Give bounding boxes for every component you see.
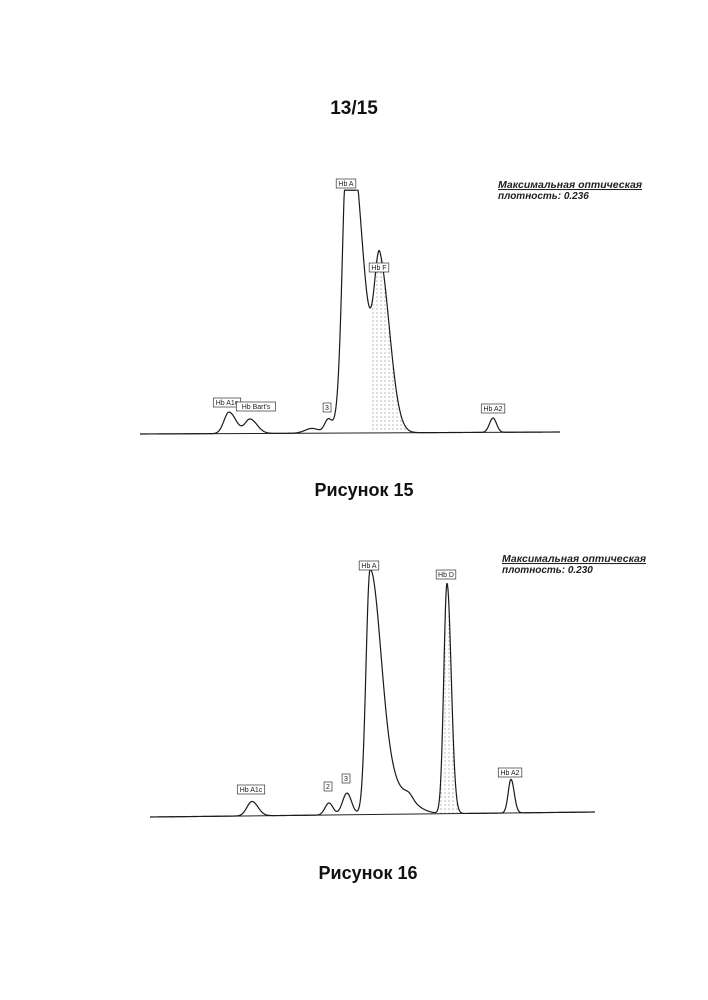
peak-label-text: Hb A1c xyxy=(216,400,239,407)
peak-label: Hb A2 xyxy=(498,768,522,777)
od-value: плотность: 0.236 xyxy=(498,191,589,202)
peak-label: Hb D xyxy=(436,570,456,579)
peak-label-text: 3 xyxy=(344,776,348,783)
peak-label: Hb A xyxy=(359,561,379,570)
peak-label: 2 xyxy=(324,782,332,791)
peak-label: Hb A2 xyxy=(481,404,505,413)
peak-label-text: Hb A xyxy=(338,181,354,188)
peak-label-text: Hb D xyxy=(438,572,454,579)
peak-label: Hb F xyxy=(369,263,389,272)
figure-caption-16: Рисунок 16 xyxy=(14,863,708,884)
od-value: плотность: 0.230 xyxy=(502,565,593,576)
peak-label-text: Hb A2 xyxy=(500,770,519,777)
peak-label: Hb A1c xyxy=(237,785,264,794)
peak-label-text: Hb Bart's xyxy=(242,404,271,411)
peak-label: Hb Bart's xyxy=(236,402,275,411)
peak-label: 3 xyxy=(323,403,331,412)
peak-label: 3 xyxy=(342,774,350,783)
trace-line xyxy=(140,190,560,434)
peak-label-text: Hb A2 xyxy=(483,406,502,413)
chromatogram-figure-15: Максимальная оптическая плотность: 0.236… xyxy=(0,160,708,460)
chromatogram-figure-16: Максимальная оптическая плотность: 0.230… xyxy=(0,540,708,840)
page-number: 13/15 xyxy=(0,98,708,120)
peak-label-text: 2 xyxy=(326,784,330,791)
peak-label: Hb A xyxy=(336,179,356,188)
shaded-peak-area xyxy=(370,251,420,433)
od-title: Максимальная оптическая xyxy=(502,553,646,565)
peak-label-text: 3 xyxy=(325,405,329,412)
peak-label-text: Hb A1c xyxy=(240,787,263,794)
figure-caption-15: Рисунок 15 xyxy=(10,480,708,501)
peak-label-text: Hb F xyxy=(371,265,386,272)
peak-label-text: Hb A xyxy=(361,563,377,570)
od-title: Максимальная оптическая xyxy=(498,179,642,191)
trace-line xyxy=(150,570,595,817)
